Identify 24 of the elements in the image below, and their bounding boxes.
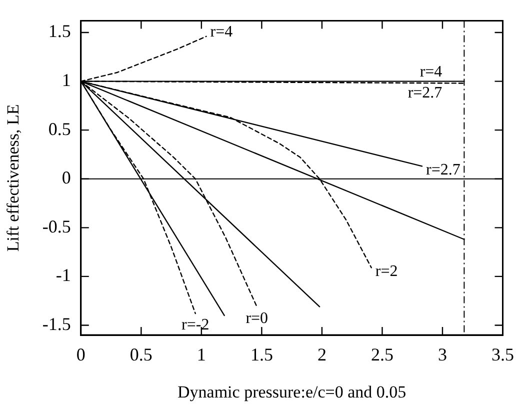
annotation: r=2.7 xyxy=(408,84,442,102)
y-tick-label: 0.5 xyxy=(48,118,71,139)
annotation: r=-2 xyxy=(182,316,210,334)
annotation: r=2.7 xyxy=(426,161,460,178)
y-tick-label: -1 xyxy=(56,265,71,286)
x-tick-label: 0 xyxy=(76,344,86,365)
x-tick-label: 2 xyxy=(317,344,326,365)
annotation: r=4 xyxy=(420,64,442,80)
x-tick-label: 3.5 xyxy=(492,344,514,365)
y-axis-title: Lift effectiveness, LE xyxy=(4,104,23,252)
y-tick-label: -1.5 xyxy=(42,314,71,334)
annotation: r=2 xyxy=(375,262,398,280)
x-tick-label: 0.5 xyxy=(130,344,152,365)
y-tick-label: 1 xyxy=(62,70,71,90)
annotation: r=4 xyxy=(210,24,233,41)
x-tick-label: 1.5 xyxy=(250,344,273,365)
annotation: r=0 xyxy=(246,310,268,327)
y-tick-label: 1.5 xyxy=(48,21,71,42)
x-axis-title: Dynamic pressure:e/c=0 and 0.05 xyxy=(178,382,406,402)
y-tick-label: -0.5 xyxy=(42,216,71,236)
x-tick-label: 2.5 xyxy=(370,344,394,365)
x-tick-label: 3 xyxy=(438,344,447,365)
y-tick-label: 0 xyxy=(62,168,71,188)
x-tick-label: 1 xyxy=(196,344,206,365)
